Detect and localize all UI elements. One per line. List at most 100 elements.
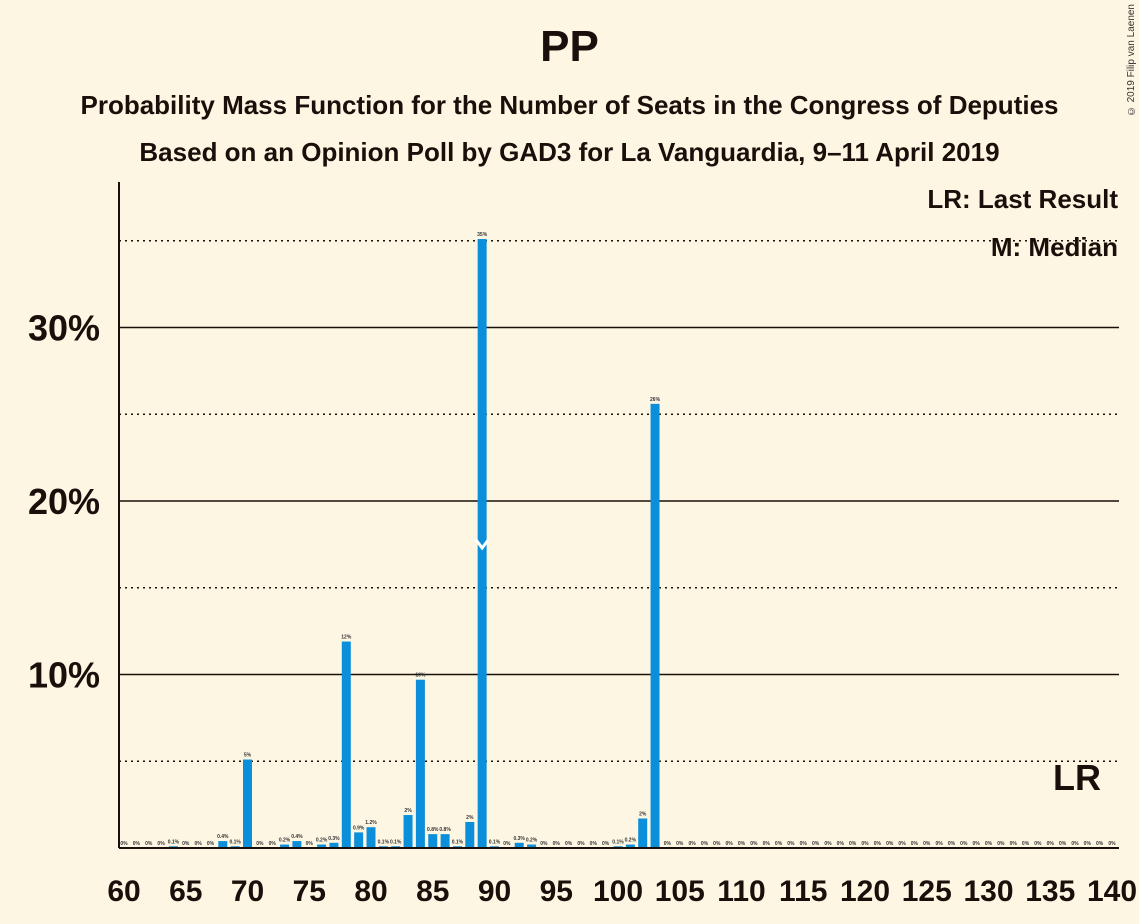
bar-value-label: 0% — [1059, 841, 1067, 847]
bar-value-label: 0% — [1071, 841, 1079, 847]
bar-value-label: 0% — [306, 841, 314, 847]
bar — [317, 844, 327, 848]
bar-value-label: 0% — [812, 841, 820, 847]
bar-value-label: 0% — [590, 841, 598, 847]
bar-value-label: 0.2% — [279, 838, 291, 844]
bar-value-label: 2% — [404, 808, 412, 814]
x-tick-label: 135 — [1025, 875, 1075, 908]
bar — [354, 832, 364, 848]
bar-value-label: 0.8% — [427, 827, 439, 833]
bar-value-label: 0% — [194, 841, 202, 847]
bar-value-label: 0.4% — [217, 834, 229, 840]
bar-value-label: 0% — [713, 841, 721, 847]
bar-value-label: 0% — [1034, 841, 1042, 847]
bar-value-label: 0% — [664, 841, 672, 847]
bar-value-label: 0% — [553, 841, 561, 847]
x-tick-label: 110 — [717, 875, 765, 908]
bar-value-label: 0% — [577, 841, 585, 847]
chart-subtitle-source: Based on an Opinion Poll by GAD3 for La … — [139, 137, 1000, 167]
bar-value-label: 0.2% — [316, 838, 328, 844]
bar-value-label: 0% — [120, 841, 128, 847]
bar-value-label: 0% — [800, 841, 808, 847]
bar-value-label: 0.1% — [378, 839, 390, 845]
bar-labels: 0% 0% 0% 0% 0.1% 0% 0% 0%0.4%0.1%5%0% 0%0.2%0.4%… — [120, 232, 1116, 847]
bar — [428, 834, 438, 848]
bar-value-label: 0% — [133, 841, 141, 847]
x-tick-labels: 60 65 70 75 80 85 90 95 100 105 110 115 120 125 130 135… — [107, 875, 1137, 908]
bar-value-label: 0% — [503, 841, 511, 847]
legend-median: M: Median — [990, 232, 1118, 262]
bar-value-label: 0% — [256, 841, 264, 847]
bar-value-label: 5% — [244, 753, 252, 759]
axes — [118, 182, 1119, 849]
bar-value-label: 0.1% — [489, 839, 501, 845]
bar-value-label: 26% — [650, 397, 661, 403]
median-marker — [474, 539, 490, 551]
bar — [218, 841, 228, 848]
bar-value-label: 35% — [477, 232, 488, 238]
bar-value-label: 0% — [960, 841, 968, 847]
bar-value-label: 0% — [750, 841, 758, 847]
bar-value-label: 0% — [269, 841, 277, 847]
bar-value-label: 0% — [1108, 841, 1116, 847]
x-tick-label: 75 — [293, 875, 326, 908]
x-tick-label: 65 — [169, 875, 202, 908]
bar-value-label: 0.4% — [291, 834, 303, 840]
bar-value-label: 0% — [565, 841, 573, 847]
y-tick-label: 20% — [28, 481, 100, 522]
bar-value-label: 0% — [676, 841, 684, 847]
bar-value-label: 0% — [886, 841, 894, 847]
bar — [280, 844, 290, 848]
x-tick-label: 130 — [963, 875, 1013, 908]
bar-value-label: 0% — [775, 841, 783, 847]
bar-value-label: 2% — [639, 812, 647, 818]
bar — [403, 815, 413, 848]
x-tick-label: 105 — [655, 875, 705, 908]
bars — [168, 239, 660, 848]
bar-value-label: 0% — [738, 841, 746, 847]
markers: LR — [474, 539, 1101, 798]
bar-value-label: 0% — [935, 841, 943, 847]
bar-value-label: 0% — [824, 841, 832, 847]
bar-value-label: 0% — [145, 841, 153, 847]
chart-title: PP — [540, 22, 599, 71]
bar-value-label: 0.1% — [390, 839, 402, 845]
bar — [625, 844, 635, 848]
bar — [477, 239, 487, 848]
bar-value-label: 0% — [1096, 841, 1104, 847]
bar-value-label: 0% — [540, 841, 548, 847]
x-tick-label: 95 — [540, 875, 573, 908]
x-tick-label: 80 — [354, 875, 387, 908]
bar-value-label: 0.1% — [612, 839, 624, 845]
bar — [440, 834, 450, 848]
copyright-notice: © 2019 Filip van Laenen — [1126, 4, 1137, 117]
bar — [329, 842, 339, 848]
bar — [366, 827, 376, 848]
bar-value-label: 0% — [182, 841, 190, 847]
bar-value-label: 12% — [341, 635, 352, 641]
bar-value-label: 0% — [861, 841, 869, 847]
bar-value-label: 0% — [849, 841, 857, 847]
bar-value-label: 0% — [874, 841, 882, 847]
bar-value-label: 0% — [948, 841, 956, 847]
x-tick-label: 120 — [840, 875, 890, 908]
bar-value-label: 0% — [898, 841, 906, 847]
bar-value-label: 0% — [726, 841, 734, 847]
bar — [415, 679, 425, 848]
x-tick-label: 140 — [1087, 875, 1137, 908]
bar — [514, 842, 524, 848]
bar-value-label: 0% — [923, 841, 931, 847]
y-tick-label: 30% — [28, 308, 100, 349]
bar-value-label: 0.2% — [625, 838, 637, 844]
bar-value-label: 0% — [207, 841, 215, 847]
bar-value-label: 2% — [466, 815, 474, 821]
bar-value-label: 0% — [985, 841, 993, 847]
x-tick-label: 100 — [593, 875, 643, 908]
bar-value-label: 0% — [1047, 841, 1055, 847]
bar — [243, 759, 252, 848]
x-tick-label: 115 — [779, 875, 827, 908]
x-tick-label: 70 — [231, 875, 264, 908]
bar — [465, 821, 475, 848]
x-tick-label: 60 — [107, 875, 140, 908]
